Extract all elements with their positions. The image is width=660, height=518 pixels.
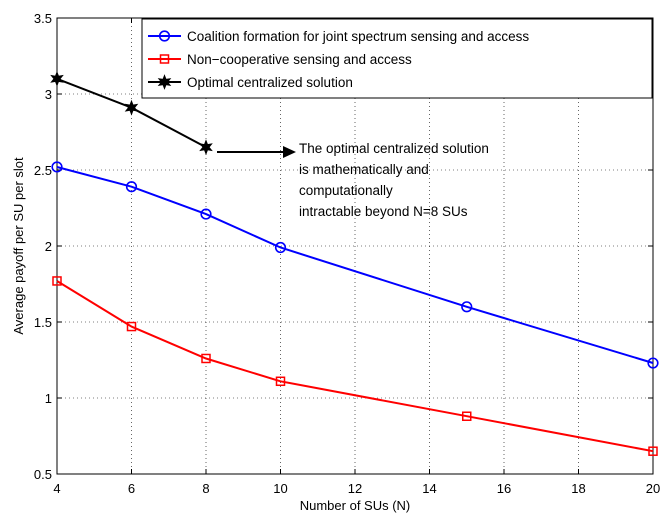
series-coalition [51,161,659,369]
legend-marker-noncooperative [159,54,170,64]
annotation-line-1: The optimal centralized solution [299,141,489,156]
y-tick-label: 2 [45,239,52,254]
annotation-line-3: computationally [299,183,393,198]
data-point-noncooperative [201,353,211,364]
y-tick-label: 1.5 [34,315,52,330]
x-tick-label: 4 [53,481,60,496]
annotation-line-4: intractable beyond N=8 SUs [299,204,468,219]
data-point-coalition [647,357,659,369]
data-point-coalition [461,301,473,313]
data-point-optimal [199,139,213,156]
ticks: 4 6 8 10 12 14 16 18 20 0.5 1 1.5 2 2.5 3 3.5 [34,11,660,496]
x-tick-label: 12 [348,481,362,496]
x-tick-label: 16 [497,481,511,496]
data-point-noncooperative [462,411,472,421]
data-point-noncooperative [275,376,286,387]
series-line-coalition [56,166,654,364]
y-axis-label: Average payoff per SU per slot [11,157,26,335]
series-optimal [50,70,213,156]
y-tick-label: 1 [45,391,52,406]
data-point-noncooperative [648,446,658,456]
data-point-noncooperative [52,276,62,286]
x-tick-label: 20 [646,481,660,496]
data-point-coalition [274,241,287,254]
y-tick-label: 2.5 [34,163,52,178]
series-noncooperative [52,276,658,456]
y-tick-label: 0.5 [34,467,52,482]
annotation: The optimal centralized solution is math… [217,141,489,219]
legend-label-noncooperative: Non−cooperative sensing and access [187,52,412,67]
legend-box [141,18,653,99]
annotation-arrow-head [283,146,296,158]
data-point-optimal [124,99,139,116]
data-point-coalition [125,181,138,193]
x-tick-label: 6 [128,481,135,496]
y-tick-label: 3 [45,87,52,102]
x-axis-label: Number of SUs (N) [300,498,411,513]
data-point-coalition [51,161,63,173]
legend: Coalition formation for joint spectrum s… [141,18,653,99]
x-tick-label: 8 [202,481,209,496]
data-point-optimal [50,70,64,87]
y-tick-label: 3.5 [34,11,52,26]
series-layer [50,70,659,456]
x-tick-label: 10 [273,481,287,496]
series-line-noncooperative [56,280,654,453]
legend-marker-optimal [157,74,172,90]
legend-symbols [148,30,181,90]
legend-label-coalition: Coalition formation for joint spectrum s… [187,29,529,44]
annotation-line-2: is mathematically and [299,162,429,177]
data-point-noncooperative [126,321,137,332]
x-tick-label: 18 [571,481,585,496]
x-tick-label: 14 [422,481,436,496]
data-point-coalition [200,208,212,220]
legend-marker-coalition [158,30,171,42]
legend-label-optimal: Optimal centralized solution [187,75,353,90]
